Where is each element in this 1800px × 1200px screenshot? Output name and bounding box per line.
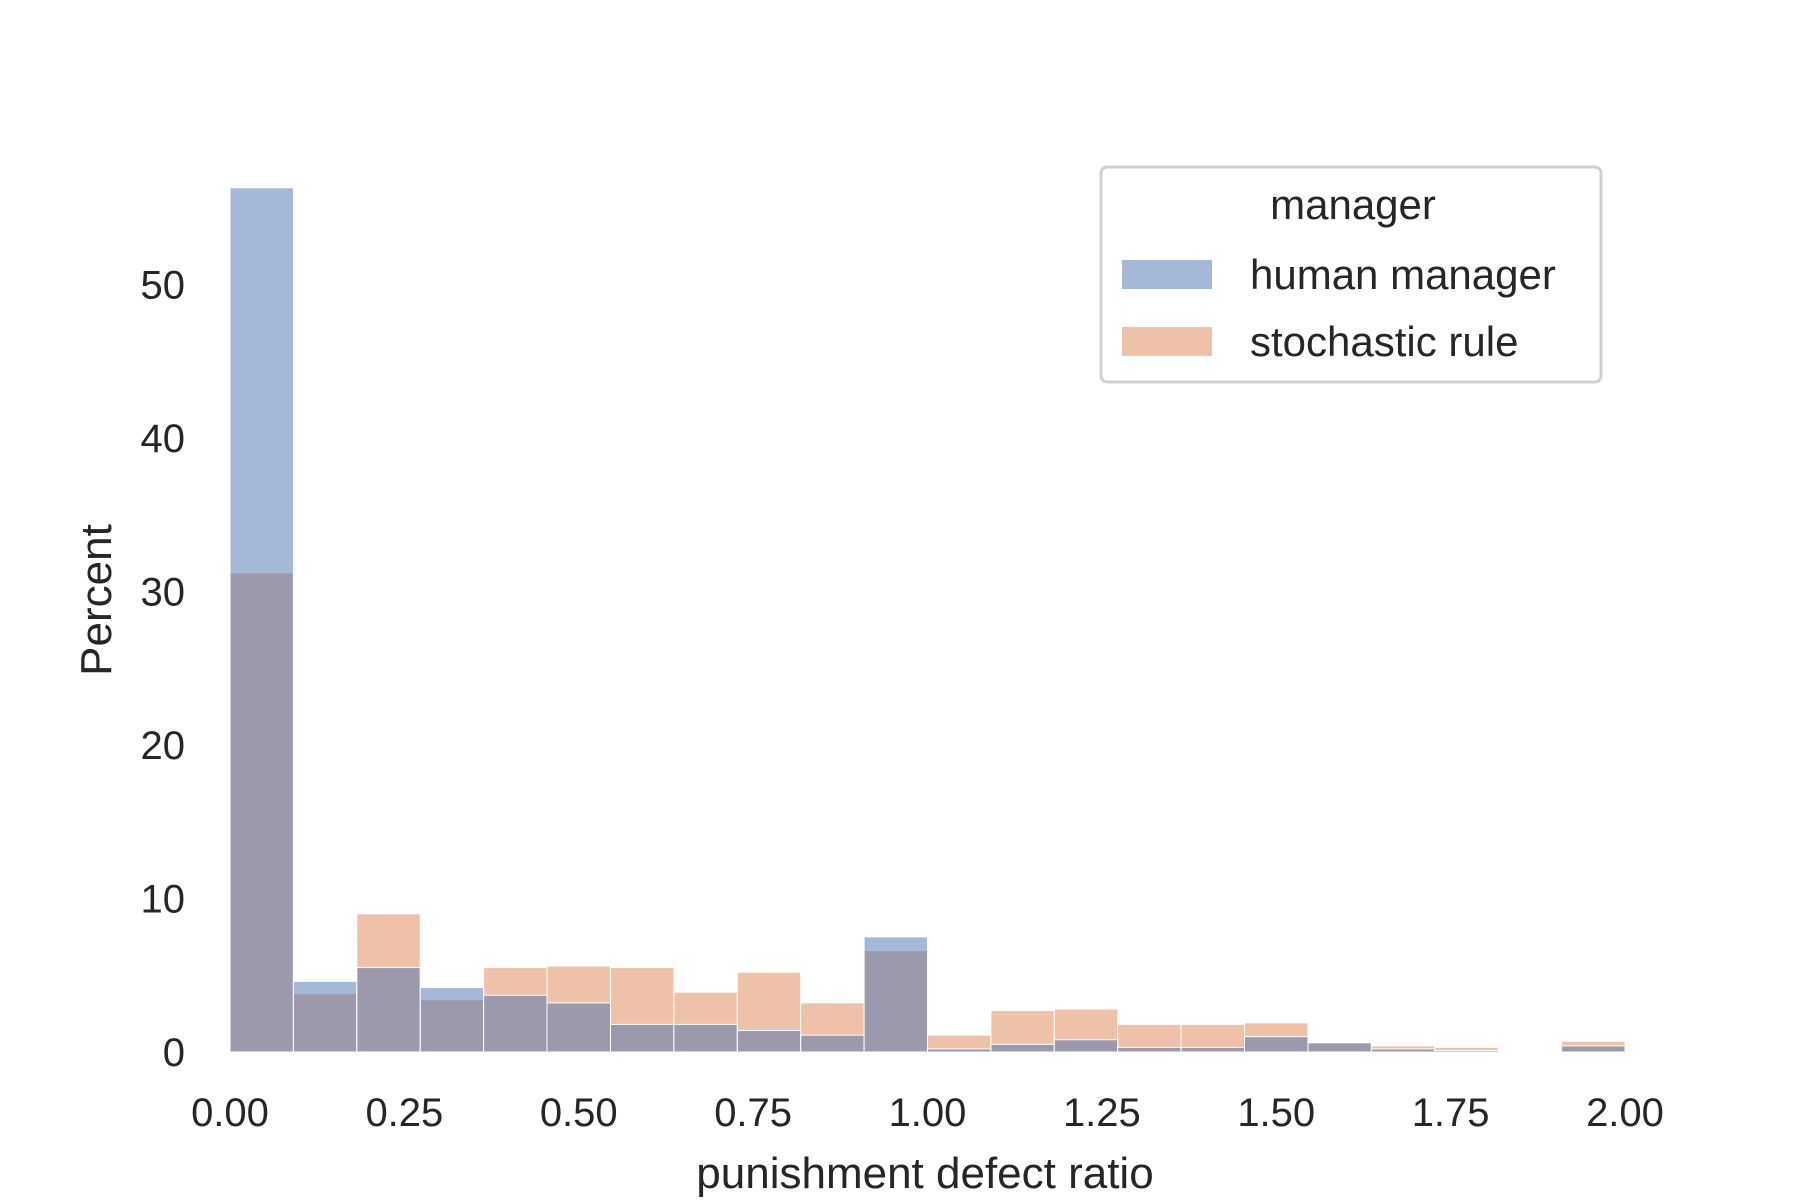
human-manager-bar	[609, 1023, 675, 1053]
human-manager-bar	[927, 1048, 992, 1053]
human-manager-bar	[1053, 1039, 1119, 1053]
human-manager-bar	[1307, 1042, 1372, 1053]
x-tick-label: 0.00	[191, 1091, 269, 1135]
human-manager-bar	[863, 936, 928, 1053]
legend-label-human-manager: human manager	[1250, 251, 1556, 298]
human-manager-bars	[229, 187, 1626, 1053]
human-manager-bar	[229, 187, 294, 1053]
legend: manager human manager stochastic rule	[1099, 165, 1603, 384]
x-tick-label: 1.25	[1063, 1091, 1141, 1135]
human-manager-bar	[673, 1023, 738, 1053]
y-tick-label: 10	[141, 878, 186, 922]
legend-title: manager	[1270, 181, 1436, 228]
legend-swatch-stochastic-rule	[1122, 327, 1212, 356]
x-tick-label: 2.00	[1586, 1091, 1664, 1135]
human-manager-bar	[1180, 1046, 1246, 1053]
human-manager-bar	[419, 987, 485, 1053]
x-axis-label: punishment defect ratio	[696, 1149, 1153, 1198]
legend-label-stochastic-rule: stochastic rule	[1250, 318, 1518, 365]
x-axis-ticks: 0.00 0.25 0.50 0.75 1.00 1.25 1.50 1.75 2.00	[191, 1091, 1664, 1135]
x-tick-label: 0.25	[365, 1091, 443, 1135]
y-axis-label: Percent	[72, 524, 121, 676]
x-tick-label: 1.00	[889, 1091, 967, 1135]
human-manager-bar	[356, 967, 421, 1053]
human-manager-bar	[800, 1034, 865, 1053]
y-axis-ticks: 0 10 20 30 40 50	[141, 264, 186, 1076]
y-tick-label: 20	[141, 724, 186, 768]
x-tick-label: 0.50	[540, 1091, 618, 1135]
y-tick-label: 50	[141, 264, 186, 308]
human-manager-bar	[990, 1043, 1055, 1053]
y-tick-label: 40	[141, 417, 186, 461]
human-manager-bar	[1561, 1045, 1626, 1053]
human-manager-bar	[736, 1030, 802, 1053]
human-manager-bar	[292, 980, 358, 1053]
x-tick-label: 0.75	[714, 1091, 792, 1135]
human-manager-bar	[1244, 1036, 1309, 1053]
x-tick-label: 1.75	[1412, 1091, 1490, 1135]
human-manager-bar	[1434, 1049, 1499, 1053]
human-manager-bar	[483, 994, 548, 1053]
legend-frame	[1099, 165, 1603, 384]
y-tick-label: 30	[141, 571, 186, 615]
y-tick-label: 0	[163, 1031, 185, 1075]
legend-swatch-human-manager	[1122, 260, 1212, 289]
human-manager-bar	[546, 1002, 611, 1053]
human-manager-bar	[1370, 1048, 1436, 1053]
human-manager-bar	[1117, 1046, 1182, 1053]
x-tick-label: 1.50	[1237, 1091, 1315, 1135]
